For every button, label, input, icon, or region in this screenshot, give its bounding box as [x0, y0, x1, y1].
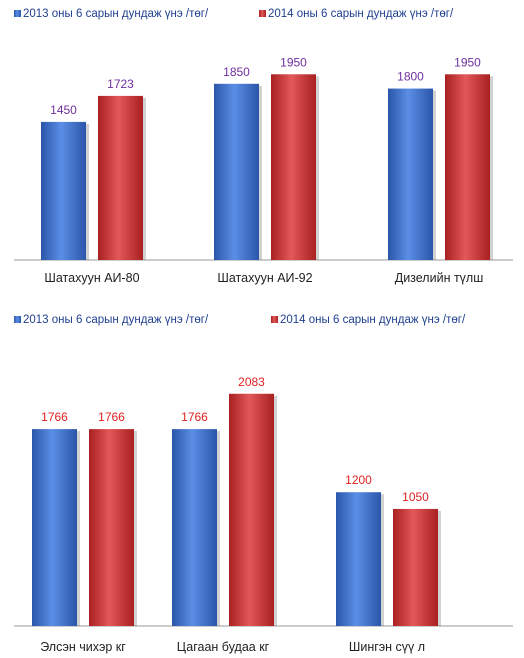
category-label: Цагаан будаа кг [177, 640, 270, 654]
legend-label-2013: 2013 оны 6 сарын дундаж үнэ /төг/ [23, 314, 209, 326]
chart-1: 2013 оны 6 сарын дундаж үнэ /төг/ 2014 о… [14, 8, 513, 285]
bar-2014-3 [445, 74, 490, 261]
legend-label-2013: 2013 оны 6 сарын дундаж үнэ /төг/ [23, 8, 209, 20]
category-label: Шатахуун АИ-92 [217, 271, 312, 285]
legend-label-2014: 2014 оны 6 сарын дундаж үнэ /төг/ [268, 8, 454, 20]
value-label-2014-1: 1766 [98, 410, 125, 424]
chart-1-bars: 1450 1723 Шатахуун АИ-80 1850 1950 Шатахуун А… [41, 55, 493, 285]
category-label: Дизелийн түлш [395, 271, 484, 285]
bar-2014-2 [271, 74, 316, 261]
category-label: Шатахуун АИ-80 [44, 271, 139, 285]
value-label-2014-1: 1723 [107, 77, 134, 91]
bar-2013-3 [388, 88, 433, 260]
value-label-2013-1: 1766 [41, 410, 68, 424]
value-label-2014-2: 1950 [280, 55, 307, 69]
bar-2014-1 [89, 429, 134, 626]
legend-swatch-2014 [259, 10, 266, 17]
legend-label-2014: 2014 оны 6 сарын дундаж үнэ /төг/ [280, 314, 466, 326]
legend-swatch-2013 [14, 10, 21, 17]
chart-2: 2013 оны 6 сарын дундаж үнэ /төг/ 2014 о… [14, 314, 513, 654]
bar-2013-1 [32, 429, 77, 626]
chart-2-bars: 1766 1766 Элсэн чихэр кг 1766 2083 Цагаан буд… [32, 375, 441, 654]
bar-2013-1 [41, 121, 86, 261]
bar-2013-2 [172, 429, 217, 626]
bar-2013-3 [336, 492, 381, 626]
value-label-2014-3: 1950 [454, 55, 481, 69]
value-label-2013-3: 1800 [397, 70, 424, 84]
bar-2014-2 [229, 393, 274, 626]
category-label: Шингэн сүү л [349, 640, 425, 654]
value-label-2014-3: 1050 [402, 490, 429, 504]
chart-2-legend: 2013 оны 6 сарын дундаж үнэ /төг/ 2014 о… [14, 314, 466, 326]
chart-1-legend: 2013 оны 6 сарын дундаж үнэ /төг/ 2014 о… [14, 8, 454, 20]
value-label-2013-2: 1766 [181, 410, 208, 424]
category-label: Элсэн чихэр кг [40, 640, 126, 654]
bar-2014-1 [98, 95, 143, 261]
value-label-2013-3: 1200 [345, 473, 372, 487]
legend-swatch-2014 [271, 316, 278, 323]
bar-2014-3 [393, 508, 438, 626]
value-label-2013-2: 1850 [223, 65, 250, 79]
value-label-2013-1: 1450 [50, 103, 77, 117]
legend-swatch-2013 [14, 316, 21, 323]
value-label-2014-2: 2083 [238, 375, 265, 389]
bar-2013-2 [214, 83, 259, 260]
